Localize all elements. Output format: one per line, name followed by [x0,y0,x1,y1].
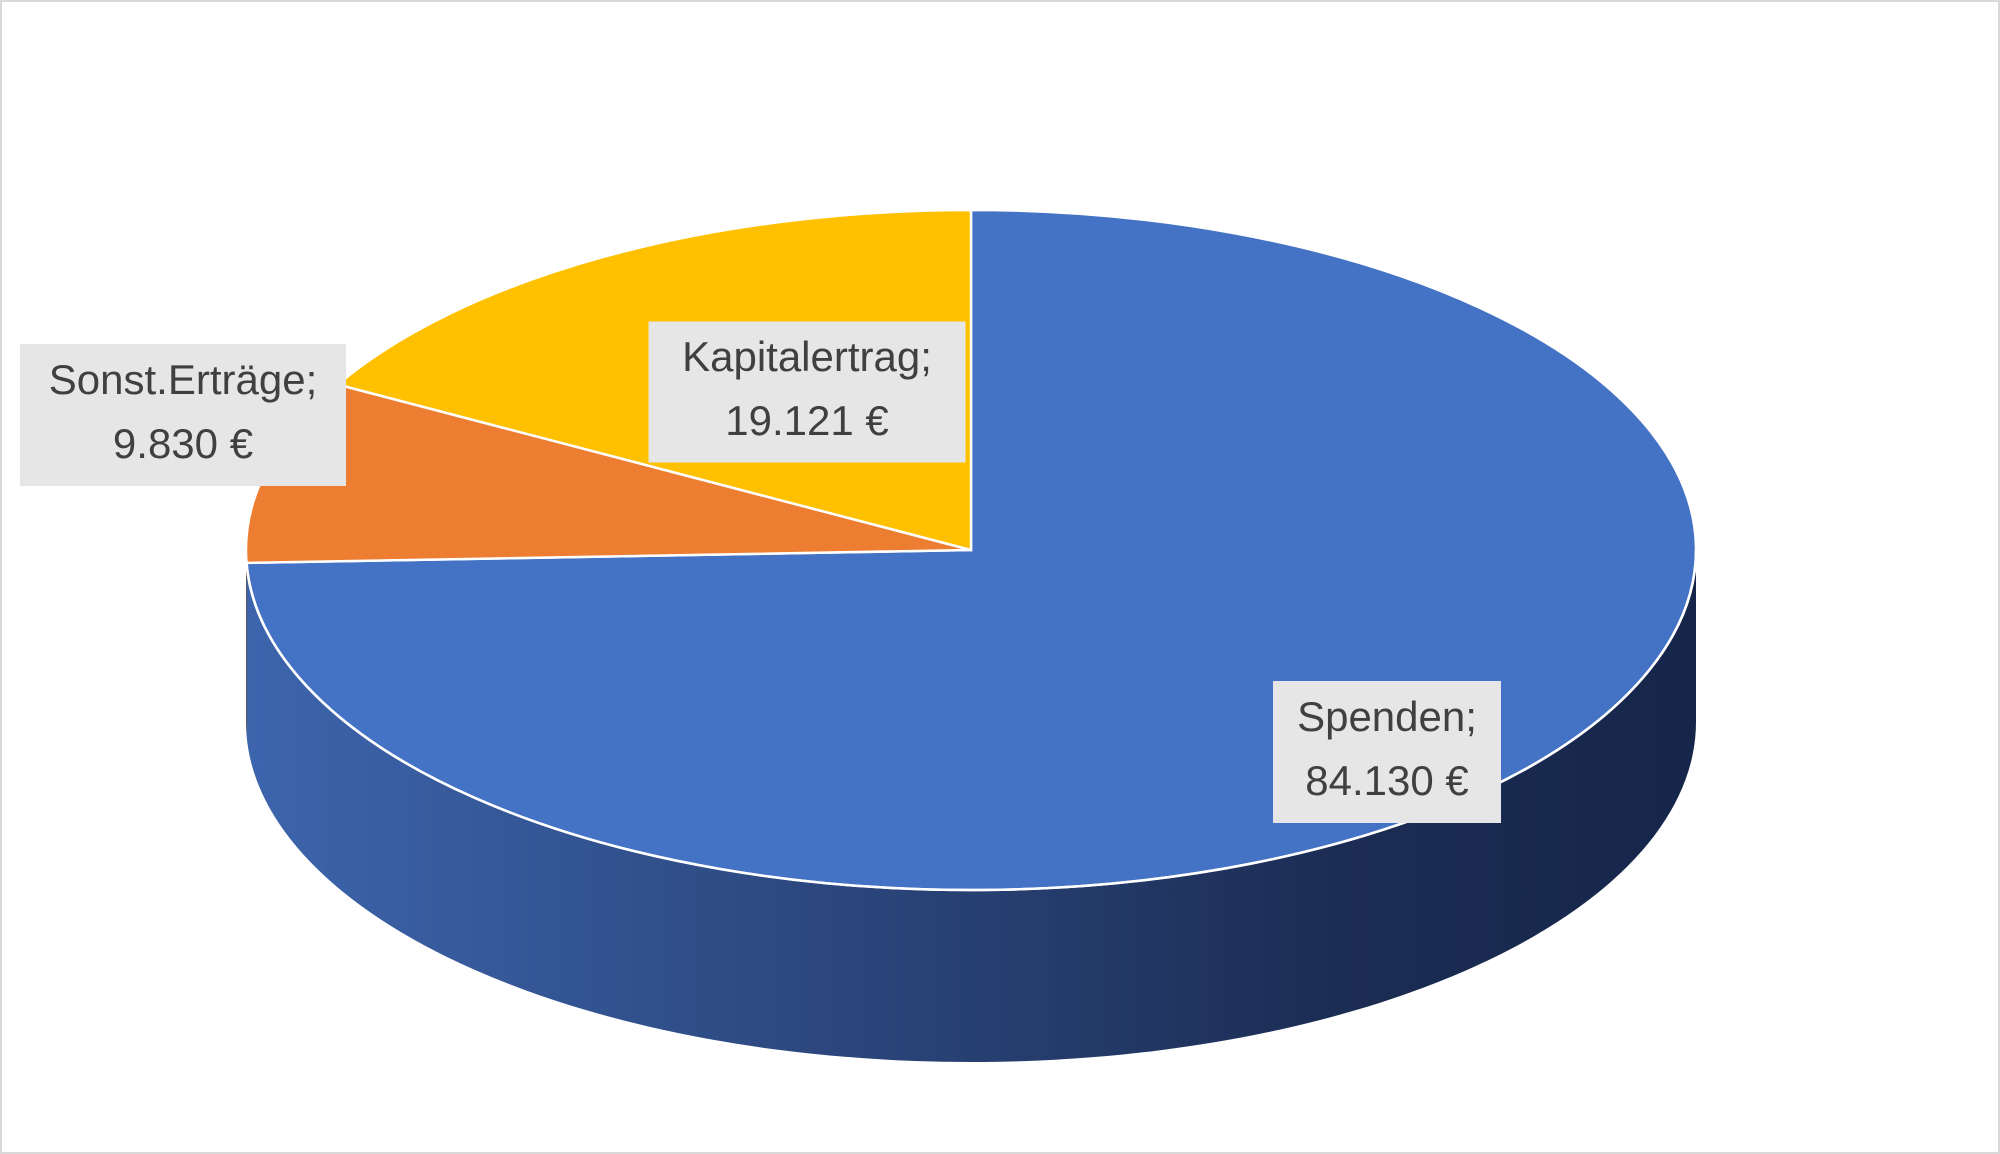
data-label-value: 9.830 € [113,420,253,467]
data-label: Kapitalertrag; 19.121 € [648,321,966,463]
data-label-box [1273,681,1501,823]
data-label-category: Spenden; [1297,693,1477,740]
data-label-box [20,344,346,486]
data-label-value: 84.130 € [1305,757,1469,804]
data-label-category: Sonst.Erträge; [49,356,317,403]
data-label: Spenden; 84.130 € [1273,681,1501,823]
data-label-box [648,321,966,463]
data-label-category: Kapitalertrag; [682,333,932,380]
slice-side [246,550,247,735]
slice-side [246,550,1697,1063]
data-label-value: 19.121 € [725,397,889,444]
data-label: Sonst.Erträge; 9.830 € [20,344,346,486]
rim [245,549,1698,892]
